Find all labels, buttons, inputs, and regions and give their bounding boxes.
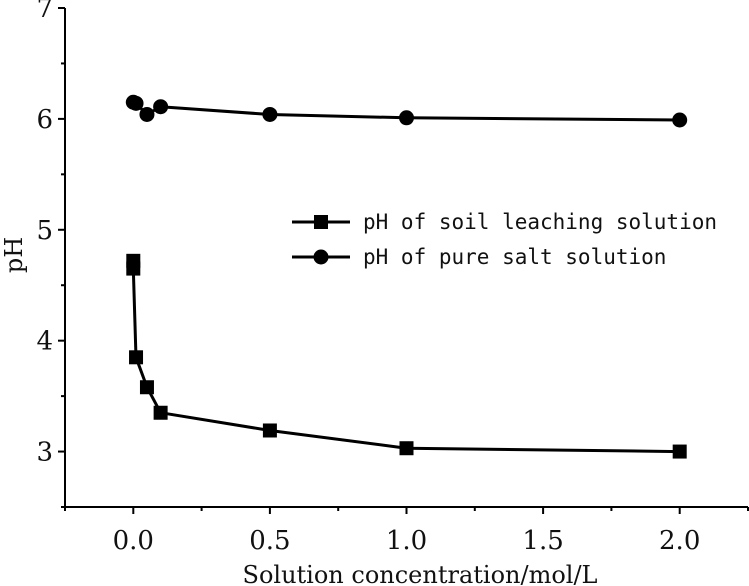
series-line: [131, 260, 680, 454]
data-point: [399, 441, 414, 456]
x-tick-label: 1.5: [522, 526, 563, 556]
series-1: [126, 253, 687, 459]
series-layer: [125, 94, 688, 459]
legend-marker: [313, 249, 329, 265]
data-point: [672, 112, 688, 128]
data-point: [126, 261, 141, 276]
x-axis-title: Solution concentration/mol/L: [243, 561, 598, 586]
data-point: [399, 110, 414, 126]
y-tick-label: 4: [36, 327, 53, 357]
y-tick-label: 3: [36, 438, 53, 468]
legend-marker: [314, 215, 328, 229]
legend-label: pH of soil leaching solution: [363, 210, 717, 234]
data-point: [129, 350, 144, 365]
data-point: [139, 380, 154, 395]
x-tick-label: 1.0: [386, 526, 427, 556]
y-tick-label: 5: [36, 216, 53, 246]
legend: pH of soil leaching solution pH of pure s…: [292, 210, 717, 269]
y-tick-label: 7: [36, 0, 53, 24]
data-point: [128, 95, 144, 111]
y-axis-title: pH: [0, 237, 28, 273]
axes: 3 4 5 6 7 0.0 0.5 1.0 1.5 2.0: [36, 0, 749, 556]
data-point: [153, 99, 169, 115]
x-tick-label: 0.0: [113, 526, 154, 556]
legend-label: pH of pure salt solution: [363, 245, 666, 269]
legend-entry: pH of pure salt solution: [292, 245, 666, 269]
x-tick-label: 0.5: [249, 526, 290, 556]
x-tick-label: 2.0: [659, 526, 700, 556]
series-2: [125, 94, 688, 128]
data-point: [262, 106, 278, 122]
data-point: [672, 444, 687, 459]
data-point: [262, 423, 277, 438]
legend-entry: pH of soil leaching solution: [292, 210, 717, 234]
data-point: [153, 405, 168, 420]
y-tick-label: 6: [36, 105, 53, 135]
data-point: [139, 106, 155, 122]
